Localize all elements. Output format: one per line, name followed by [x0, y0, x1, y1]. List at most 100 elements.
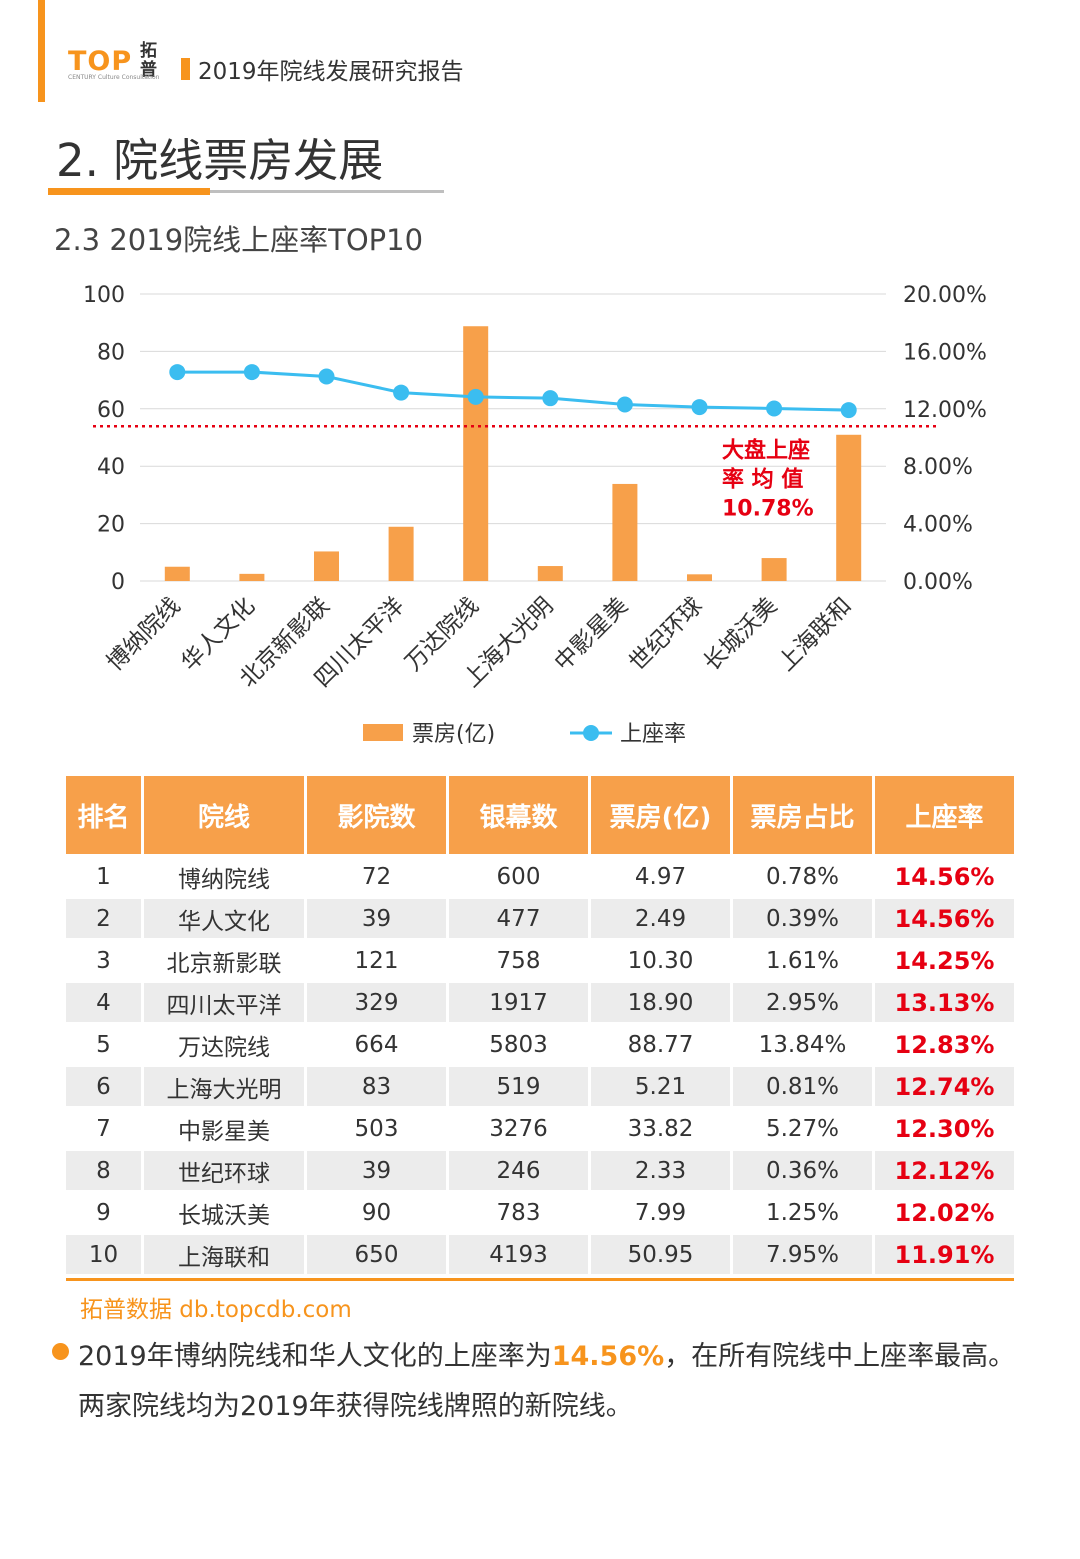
table-cell: 北京新影联	[144, 941, 304, 983]
occupancy-point	[840, 402, 857, 419]
table-header-cell: 排名	[66, 776, 141, 857]
table-header-cell: 影院数	[307, 776, 446, 857]
x-tick-label: 博纳院线	[102, 593, 185, 676]
table-cell: 0.39%	[733, 899, 872, 941]
table-cell: 329	[307, 983, 446, 1025]
x-tick-label: 中影星美	[550, 593, 633, 676]
y-right-tick-label: 20.00%	[903, 283, 987, 308]
table-cell: 7	[66, 1109, 141, 1151]
y-left-tick-label: 80	[97, 340, 125, 365]
legend-line-label: 上座率	[620, 722, 686, 747]
table-cell: 503	[307, 1109, 446, 1151]
table-header-cell: 院线	[144, 776, 304, 857]
legend-bar-label: 票房(亿)	[412, 722, 495, 747]
table-row: 10 上海联和 650 4193 50.95 7.95% 11.91%	[66, 1235, 1014, 1277]
table-cell: 90	[307, 1193, 446, 1235]
table-cell: 39	[307, 899, 446, 941]
table-cell: 50.95	[591, 1235, 730, 1277]
logo: TOP	[68, 46, 133, 77]
table-cell: 3	[66, 941, 141, 983]
table-cell: 0.81%	[733, 1067, 872, 1109]
table-row: 3 北京新影联 121 758 10.30 1.61% 14.25%	[66, 941, 1014, 983]
table-cell: 4.97	[591, 857, 730, 899]
y-right-tick-label: 4.00%	[903, 513, 973, 538]
y-left-tick-label: 40	[97, 455, 125, 480]
table-cell: 1.25%	[733, 1193, 872, 1235]
occupancy-point	[616, 396, 633, 413]
table-cell: 中影星美	[144, 1109, 304, 1151]
occupancy-point	[691, 399, 708, 416]
bar	[761, 558, 787, 581]
table-cell: 上海大光明	[144, 1067, 304, 1109]
table-cell: 四川太平洋	[144, 983, 304, 1025]
table-row: 5 万达院线 664 5803 88.77 13.84% 12.83%	[66, 1025, 1014, 1067]
table-cell: 0.78%	[733, 857, 872, 899]
section-underline	[48, 188, 210, 195]
table-cell: 14.56%	[875, 899, 1014, 941]
table-cell: 7.95%	[733, 1235, 872, 1277]
data-source: 拓普数据 db.topcdb.com	[80, 1297, 352, 1323]
bar	[463, 326, 489, 581]
table-header-cell: 票房占比	[733, 776, 872, 857]
reference-line-label: 10.78%	[722, 496, 814, 521]
table-cell: 0.36%	[733, 1151, 872, 1193]
header-accent-bar	[38, 0, 45, 102]
table-cell: 2.49	[591, 899, 730, 941]
table-cell: 5.21	[591, 1067, 730, 1109]
table-cell: 758	[449, 941, 588, 983]
bar	[612, 483, 638, 581]
table-cell: 上海联和	[144, 1235, 304, 1277]
legend-bar-swatch	[363, 724, 403, 741]
table-cell: 9	[66, 1193, 141, 1235]
conclusion-part1: 2019年博纳院线和华人文化的上座率为	[78, 1341, 552, 1372]
table-cell: 1.61%	[733, 941, 872, 983]
table-cell: 2.33	[591, 1151, 730, 1193]
table-cell: 664	[307, 1025, 446, 1067]
x-tick-label: 长城沃美	[699, 593, 782, 676]
bullet-dot	[52, 1343, 69, 1360]
occupancy-point	[169, 364, 186, 381]
occupancy-point	[318, 368, 335, 385]
table-cell: 72	[307, 857, 446, 899]
bar	[164, 566, 190, 581]
table-cell: 5.27%	[733, 1109, 872, 1151]
table-header-cell: 票房(亿)	[591, 776, 730, 857]
x-tick-label: 世纪环球	[624, 593, 707, 676]
reference-line-label: 大盘上座	[722, 437, 810, 463]
bar	[388, 526, 414, 581]
table-cell: 10	[66, 1235, 141, 1277]
table-row: 2 华人文化 39 477 2.49 0.39% 14.56%	[66, 899, 1014, 941]
table-header-cell: 银幕数	[449, 776, 588, 857]
table-cell: 万达院线	[144, 1025, 304, 1067]
table-row: 8 世纪环球 39 246 2.33 0.36% 12.12%	[66, 1151, 1014, 1193]
bar	[537, 566, 563, 581]
y-right-tick-label: 0.00%	[903, 570, 973, 595]
table-cell: 83	[307, 1067, 446, 1109]
table-row: 6 上海大光明 83 519 5.21 0.81% 12.74%	[66, 1067, 1014, 1109]
table-cell: 2	[66, 899, 141, 941]
table-cell: 2.95%	[733, 983, 872, 1025]
table-cell: 88.77	[591, 1025, 730, 1067]
table-cell: 14.56%	[875, 857, 1014, 899]
table-cell: 博纳院线	[144, 857, 304, 899]
table-cell: 12.74%	[875, 1067, 1014, 1109]
bar	[836, 434, 862, 581]
table-cell: 1917	[449, 983, 588, 1025]
ranking-table-wrapper: 排名 院线 影院数 银幕数 票房(亿) 票房占比 上座率 1 博纳院线 72 600 4.97 0.7…	[66, 776, 1014, 1277]
occupancy-point	[467, 388, 484, 405]
y-left-tick-label: 0	[111, 570, 125, 595]
table-cell: 8	[66, 1151, 141, 1193]
table-cell: 18.90	[591, 983, 730, 1025]
occupancy-point	[542, 390, 559, 407]
occupancy-point	[243, 364, 260, 381]
table-bottom-rule	[66, 1278, 1014, 1281]
table-cell: 华人文化	[144, 899, 304, 941]
table-cell: 33.82	[591, 1109, 730, 1151]
table-cell: 477	[449, 899, 588, 941]
y-left-tick-label: 100	[83, 283, 125, 308]
table-cell: 11.91%	[875, 1235, 1014, 1277]
table-cell: 4193	[449, 1235, 588, 1277]
box-office-occupancy-chart: 100 20.00% 80 16.00% 60 12.00% 40 8.00% 20 4.00% 0…	[83, 283, 987, 747]
y-right-tick-label: 8.00%	[903, 455, 973, 480]
logo-tagline: CENTURY Culture Consultation	[68, 74, 160, 81]
